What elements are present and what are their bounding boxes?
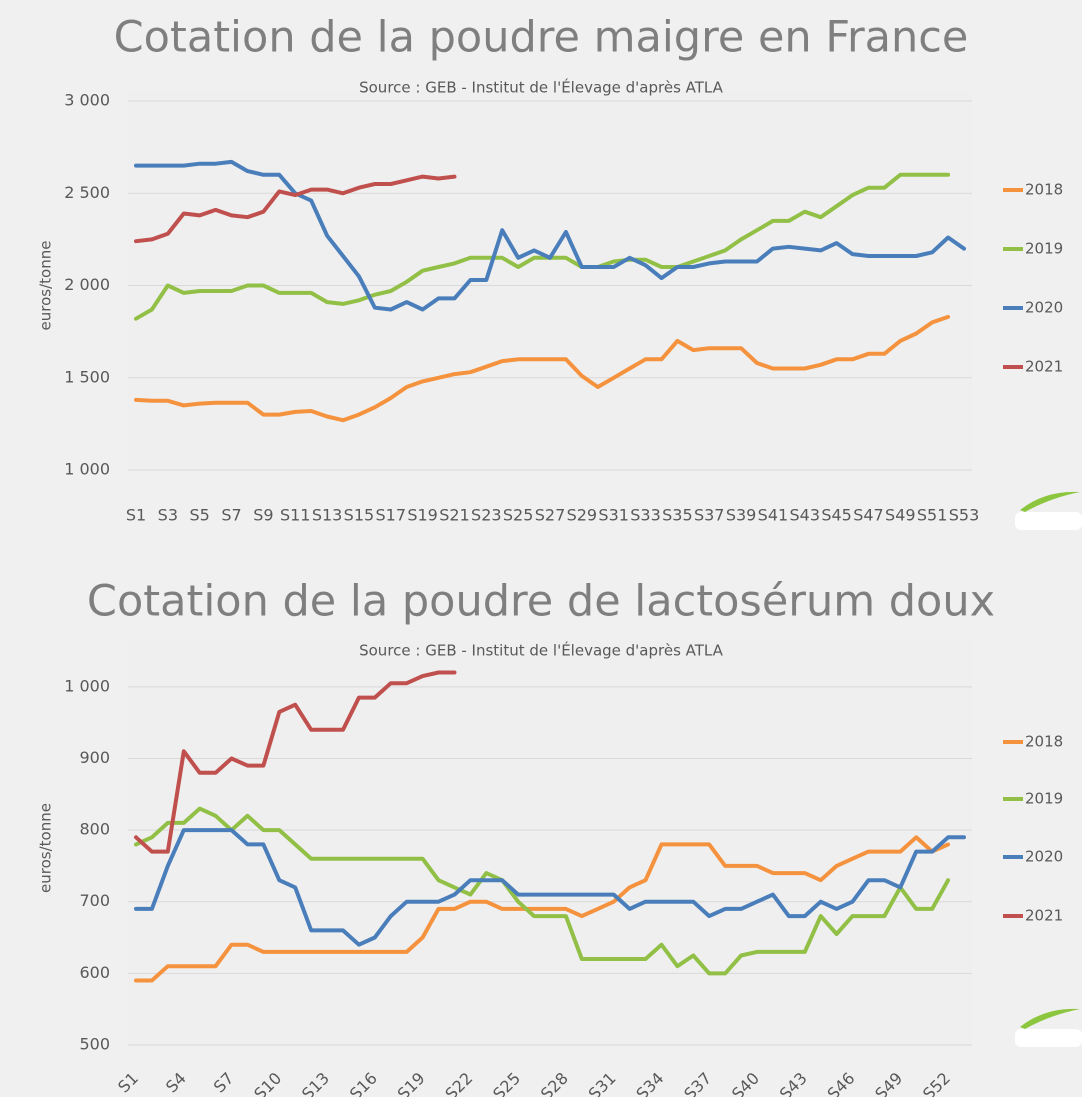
x-tick-label: S15: [344, 506, 375, 525]
legend-label: 2020: [1025, 848, 1063, 866]
y-tick-label: 800: [79, 820, 110, 839]
x-tick-label: S5: [190, 506, 210, 525]
x-tick-label: S47: [853, 506, 884, 525]
x-tick-label: S49: [885, 506, 916, 525]
x-tick-label: S27: [535, 506, 566, 525]
x-tick-label: S21: [439, 506, 470, 525]
series-line: [134, 172, 951, 321]
legend-label: 2020: [1025, 299, 1063, 317]
chart-subtitle: Source : GEB - Institut de l'Élevage d'a…: [359, 78, 724, 97]
y-tick-label: 500: [79, 1035, 110, 1054]
series-line: [134, 806, 951, 976]
logo-box: [1015, 1029, 1082, 1047]
chart-subtitle: Source : GEB - Institut de l'Élevage d'a…: [359, 641, 724, 660]
x-tick-label: S35: [662, 506, 693, 525]
y-tick-label: 1 500: [64, 367, 110, 386]
y-tick-label: 900: [79, 748, 110, 767]
x-tick-label: S11: [280, 506, 311, 525]
legend-label: 2021: [1025, 907, 1063, 925]
y-tick-label: 3 000: [64, 91, 110, 110]
x-tick-label: S33: [630, 506, 661, 525]
series-line: [134, 828, 966, 947]
x-tick-label: S3: [158, 506, 178, 525]
x-tick-label: S19: [407, 506, 438, 525]
series-line: [134, 670, 457, 854]
logo-swoosh: [1020, 1008, 1080, 1029]
series-line: [134, 159, 966, 312]
x-tick-label: S39: [726, 506, 757, 525]
series-line: [134, 314, 951, 423]
y-axis-label: euros/tonne: [37, 241, 55, 331]
legend-label: 2019: [1025, 790, 1063, 808]
y-tick-label: 600: [79, 963, 110, 982]
y-tick-label: 1 000: [64, 676, 110, 695]
logo: [1015, 491, 1082, 1047]
y-tick-label: 2 000: [64, 275, 110, 294]
logo-swoosh: [1020, 491, 1080, 512]
x-tick-label: S23: [471, 506, 502, 525]
y-tick-label: 2 500: [64, 183, 110, 202]
x-tick-label: S17: [376, 506, 407, 525]
x-tick-label: S43: [790, 506, 821, 525]
x-tick-label: S1: [126, 506, 146, 525]
legend-label: 2019: [1025, 240, 1063, 258]
x-tick-label: S25: [503, 506, 534, 525]
series-line: [134, 835, 951, 983]
x-tick-label: S37: [694, 506, 725, 525]
y-axis-label: euros/tonne: [37, 803, 55, 893]
chart-title: Cotation de la poudre maigre en France: [114, 13, 969, 63]
x-tick-label: S7: [221, 506, 241, 525]
logo-box: [1015, 512, 1082, 530]
y-tick-label: 700: [79, 891, 110, 910]
x-tick-label: S9: [253, 506, 273, 525]
x-tick-label: S31: [598, 506, 629, 525]
x-tick-label: S51: [917, 506, 948, 525]
legend-label: 2018: [1025, 733, 1063, 751]
x-tick-label: S45: [821, 506, 852, 525]
y-tick-label: 1 000: [64, 460, 110, 479]
x-tick-label: S13: [312, 506, 343, 525]
plot-area: [128, 91, 972, 470]
series-line: [134, 174, 457, 244]
chart-title: Cotation de la poudre de lactosérum doux: [87, 577, 995, 627]
legend-label: 2018: [1025, 181, 1063, 199]
legend-label: 2021: [1025, 358, 1063, 376]
x-tick-label: S53: [949, 506, 980, 525]
plot-area: [128, 641, 972, 1045]
x-tick-label: S29: [567, 506, 598, 525]
x-tick-label: S41: [758, 506, 789, 525]
